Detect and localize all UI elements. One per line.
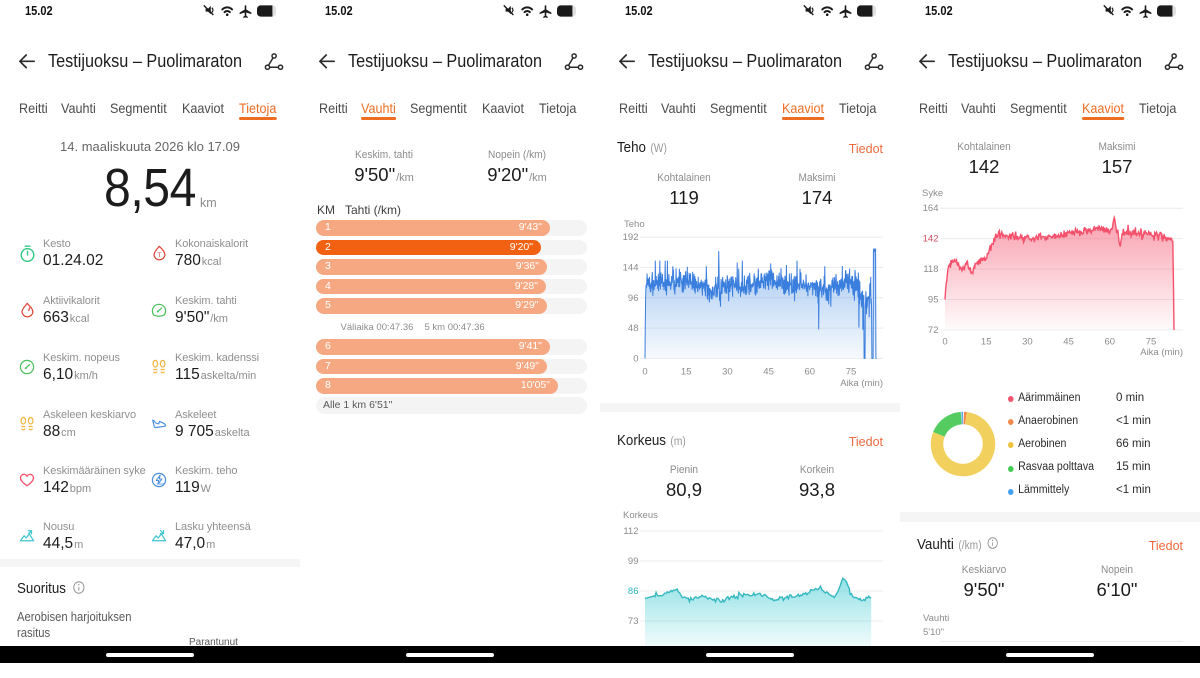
svg-text:Aika (min): Aika (min) [1140, 347, 1183, 358]
svg-text:73: 73 [628, 616, 639, 627]
svg-text:72: 72 [928, 325, 939, 336]
svg-text:118: 118 [923, 264, 938, 275]
svg-text:0: 0 [642, 367, 647, 378]
svg-text:75: 75 [1146, 337, 1157, 348]
svg-text:142: 142 [923, 234, 939, 245]
svg-text:Teho: Teho [624, 219, 645, 230]
svg-text:112: 112 [623, 526, 638, 537]
svg-text:T: T [157, 252, 161, 259]
svg-text:15: 15 [681, 367, 692, 378]
svg-text:164: 164 [923, 203, 939, 214]
svg-text:45: 45 [763, 367, 774, 378]
svg-text:Korkeus: Korkeus [623, 510, 658, 521]
svg-text:0: 0 [942, 337, 947, 348]
svg-text:15: 15 [981, 337, 992, 348]
svg-text:Avg: Avg [158, 482, 164, 486]
svg-text:192: 192 [623, 232, 639, 243]
svg-text:45: 45 [1063, 337, 1074, 348]
svg-text:48: 48 [628, 323, 639, 334]
svg-text:96: 96 [628, 293, 639, 304]
svg-text:95: 95 [928, 295, 939, 306]
svg-text:144: 144 [623, 263, 639, 274]
svg-text:86: 86 [628, 586, 639, 597]
svg-text:Aika (min): Aika (min) [840, 378, 883, 389]
svg-text:75: 75 [846, 367, 857, 378]
svg-text:60: 60 [1105, 337, 1116, 348]
svg-text:0: 0 [633, 353, 638, 364]
svg-text:99: 99 [628, 556, 639, 567]
svg-text:60: 60 [805, 367, 816, 378]
svg-text:30: 30 [722, 367, 733, 378]
svg-text:30: 30 [1022, 337, 1033, 348]
svg-text:Syke: Syke [922, 188, 943, 199]
